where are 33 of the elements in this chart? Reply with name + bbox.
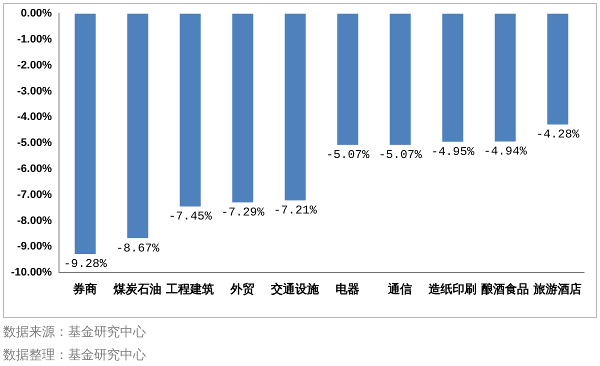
x-tick-label: 券商 [72,282,98,296]
y-tick-label: -2.00% [17,59,52,72]
data-label: -7.45% [168,210,213,224]
x-tick-label: 煤炭石油 [112,282,162,296]
x-tick-label: 造纸印刷 [428,282,477,296]
y-tick-label: -10.00% [10,266,52,279]
y-tick-label: -3.00% [17,85,52,98]
data-label: -9.28% [64,257,108,272]
x-tick-label: 电器 [336,282,360,296]
text: 数据整理：基金研究中心 [3,347,146,365]
x-tick-label: 酿酒食品 [481,282,530,296]
data-label: -5.07% [326,148,370,162]
y-tick-label: -1.00% [17,34,52,46]
data-label: -8.67% [116,241,160,256]
data-label: -4.95% [431,144,476,159]
x-tick-label: 旅游酒店 [532,282,582,296]
y-tick-label: -8.00% [17,214,52,227]
y-tick-label: -7.00% [17,188,52,201]
y-tick-label: -6.00% [17,163,52,176]
source-note: 数据来源：基金研究中心 [3,324,146,342]
y-tick-label: -9.00% [17,240,52,253]
y-tick-label: -4.00% [17,111,52,124]
y-tick-label: 0.00% [20,8,52,20]
x-tick-label: 交通设施 [270,282,320,296]
x-tick-label: 通信 [387,282,412,296]
x-tick-label: 外贸 [230,282,255,296]
data-label: -4.94% [484,144,528,159]
data-label: -5.07% [378,148,423,162]
y-tick-label: -5.00% [17,137,52,150]
data-label: -4.28% [536,128,580,142]
data-label: -7.29% [221,206,266,220]
data-label: -7.21% [274,204,318,218]
x-tick-label: 工程建筑 [165,282,214,296]
